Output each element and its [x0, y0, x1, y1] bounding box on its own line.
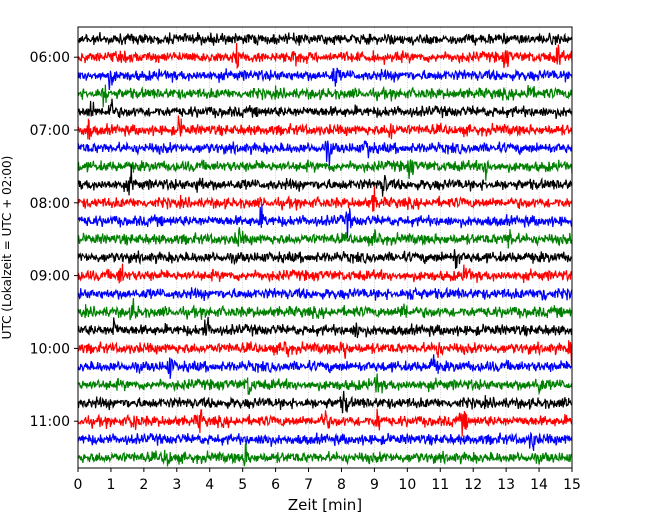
- trace-08:30: [77, 227, 573, 249]
- y-tick-label: 11:00: [30, 414, 70, 430]
- trace-10:30: [77, 373, 573, 396]
- trace-06:15: [77, 67, 573, 91]
- trace-07:45: [77, 165, 573, 197]
- x-tick-label: 11: [431, 477, 449, 493]
- x-tick-label: 10: [398, 477, 416, 493]
- trace-08:00: [77, 186, 573, 212]
- x-tick-label: 6: [271, 477, 280, 493]
- x-tick-label: 8: [337, 477, 346, 493]
- grid-lines: [77, 27, 573, 468]
- trace-11:00: [77, 408, 573, 437]
- trace-09:00: [77, 263, 573, 284]
- trace-07:00: [77, 115, 573, 140]
- y-tick-label: 09:00: [30, 269, 70, 285]
- y-tick-label: 10:00: [30, 341, 70, 357]
- x-tick-label: 14: [530, 477, 548, 493]
- plot-frame: [77, 26, 573, 469]
- x-tick-label: 13: [497, 477, 515, 493]
- trace-06:00: [77, 42, 573, 70]
- x-tick-label: 1: [106, 477, 115, 493]
- trace-09:45: [77, 316, 573, 339]
- y-tick-label: 07:00: [30, 123, 70, 139]
- trace-05:45: [77, 32, 573, 46]
- trace-07:30: [77, 158, 573, 181]
- trace-10:00: [77, 340, 573, 365]
- trace-09:30: [77, 298, 573, 321]
- x-tick-label: 3: [172, 477, 181, 493]
- y-axis-ticks: 06:00 07:00 08:00 09:00 10:00 11:00: [30, 50, 78, 430]
- trace-10:15: [77, 354, 573, 379]
- x-tick-label: 7: [304, 477, 313, 493]
- x-axis-ticks: 0 1 2 3 4 5 6 7 8 9 10 11 12 13 14 15: [74, 468, 581, 493]
- x-tick-label: 4: [205, 477, 214, 493]
- trace-10:45: [77, 390, 573, 414]
- y-axis-label: UTC (Lokalzeit = UTC + 02:00): [0, 156, 14, 340]
- x-tick-label: 9: [370, 477, 379, 493]
- x-tick-label: 15: [563, 477, 581, 493]
- trace-group: [77, 32, 573, 467]
- x-tick-label: 5: [238, 477, 247, 493]
- trace-11:15: [77, 431, 573, 451]
- y-tick-label: 08:00: [30, 196, 70, 212]
- x-tick-label: 0: [74, 477, 83, 493]
- trace-11:30: [77, 442, 573, 467]
- trace-06:30: [77, 84, 573, 108]
- x-tick-label: 12: [464, 477, 482, 493]
- x-axis-label: Zeit [min]: [288, 496, 362, 514]
- trace-07:15: [77, 140, 573, 167]
- trace-09:15: [77, 286, 573, 302]
- x-tick-label: 2: [139, 477, 148, 493]
- y-tick-label: 06:00: [30, 50, 70, 66]
- trace-06:45: [77, 98, 573, 119]
- trace-08:15: [77, 204, 573, 239]
- trace-08:45: [77, 249, 573, 269]
